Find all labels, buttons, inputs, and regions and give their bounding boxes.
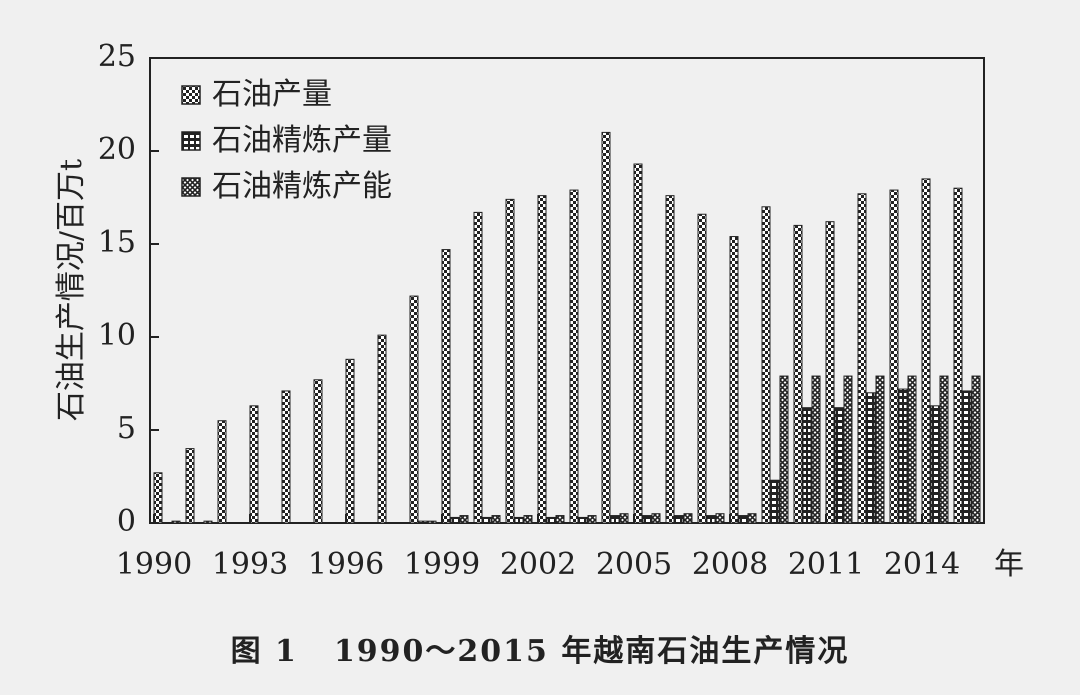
bar-1991-s0: [185, 448, 195, 524]
x-tick-label: 1996: [308, 547, 384, 582]
bar-2003-s0: [569, 189, 579, 524]
bar-2012-s2: [875, 375, 885, 524]
bar-2007-s2: [715, 513, 725, 524]
y-tick-label: 25: [98, 39, 136, 74]
y-tick-label: 15: [98, 225, 136, 260]
bar-2000-s0: [473, 211, 483, 524]
bar-2010-s0: [793, 224, 803, 524]
legend-swatch: [181, 131, 201, 151]
y-tick-label: 0: [117, 504, 136, 539]
bar-2011-s0: [825, 221, 835, 524]
legend-swatch: [181, 85, 201, 105]
bar-2002-s2: [555, 515, 565, 524]
x-tick-label: 2002: [500, 547, 576, 582]
bar-2005-s2: [651, 513, 661, 524]
bar-2003-s1: [578, 516, 588, 524]
bar-2006-s2: [683, 513, 693, 524]
bar-2005-s0: [633, 163, 643, 524]
bar-2010-s2: [811, 375, 821, 524]
legend-label: 石油精炼产量: [212, 123, 392, 158]
bar-1992-s0: [217, 420, 227, 524]
bar-2014-s2: [939, 375, 949, 524]
bar-2009-s2: [779, 375, 789, 524]
x-tick-label: 1993: [212, 547, 288, 582]
bar-2008-s2: [747, 513, 757, 524]
x-tick-label: 1990: [116, 547, 192, 582]
figure-caption-text: 1990～2015 年越南石油生产情况: [333, 634, 850, 669]
y-axis: 0 5 10 15 20 25: [98, 39, 159, 539]
x-axis-unit: 年: [994, 547, 1024, 582]
bar-2008-s0: [729, 236, 739, 524]
bar-2007-s0: [697, 213, 707, 524]
bar-2003-s2: [587, 515, 597, 524]
legend-swatch: [181, 177, 201, 197]
bar-2014-s1: [930, 405, 940, 524]
bar-2001-s2: [523, 515, 533, 524]
bar-1990-s0: [153, 472, 163, 524]
bar-2015-s1: [962, 390, 972, 524]
bar-2004-s0: [601, 131, 611, 524]
bar-2004-s2: [619, 513, 629, 524]
legend-label: 石油产量: [212, 77, 332, 112]
bar-2006-s1: [674, 515, 684, 524]
x-tick-label: 2005: [596, 547, 672, 582]
bar-2011-s1: [834, 407, 844, 524]
bar-1998-s2: [427, 520, 437, 524]
bar-2000-s2: [491, 515, 501, 524]
bar-2012-s0: [857, 193, 867, 524]
y-axis-label: 石油生产情况/百万t: [54, 159, 89, 421]
y-tick-label: 10: [98, 318, 136, 353]
bar-2002-s0: [537, 195, 547, 524]
bar-1998-s0: [409, 295, 419, 524]
bar-2002-s1: [546, 516, 556, 524]
bar-2011-s2: [843, 375, 853, 524]
bar-2015-s2: [971, 375, 981, 524]
legend-label: 石油精炼产能: [212, 169, 392, 204]
figure-number: 图 1: [230, 634, 298, 669]
bar-2013-s1: [898, 388, 908, 524]
y-tick-label: 20: [98, 132, 136, 167]
bar-2013-s0: [889, 189, 899, 524]
bar-1995-s0: [313, 379, 323, 524]
bar-2008-s1: [738, 515, 748, 524]
x-tick-label: 2014: [884, 547, 960, 582]
bars-layer: [153, 131, 981, 524]
figure-caption: 图 1 1990～2015 年越南石油生产情况: [0, 626, 1080, 670]
bar-1994-s0: [281, 390, 291, 524]
bar-2013-s2: [907, 375, 917, 524]
bar-1996-s0: [345, 358, 355, 524]
bar-2015-s0: [953, 187, 963, 524]
bar-1999-s1: [450, 516, 460, 524]
x-axis: 1990 1993 1996 1999 2002 2005 2008 2011 2014: [116, 514, 960, 582]
x-tick-label: 2008: [692, 547, 768, 582]
x-tick-label: 1999: [404, 547, 480, 582]
bar-2014-s0: [921, 178, 931, 524]
bar-2001-s0: [505, 198, 515, 524]
bar-1990-s2: [171, 520, 181, 524]
bar-2009-s0: [761, 206, 771, 524]
bar-2000-s1: [482, 516, 492, 524]
bar-2006-s0: [665, 195, 675, 524]
bar-2001-s1: [514, 516, 524, 524]
bar-2004-s1: [610, 515, 620, 524]
bar-1991-s2: [203, 520, 213, 524]
x-tick-label: 2011: [788, 547, 864, 582]
bar-2005-s1: [642, 515, 652, 524]
bar-1997-s0: [377, 334, 387, 524]
bar-1999-s2: [459, 515, 469, 524]
bar-2007-s1: [706, 515, 716, 524]
bar-2009-s1: [770, 479, 780, 524]
bar-2012-s1: [866, 392, 876, 524]
bar-2010-s1: [802, 407, 812, 524]
y-tick-label: 5: [117, 411, 136, 446]
plot-area: [149, 57, 985, 524]
bar-1998-s1: [418, 520, 428, 524]
bar-1999-s0: [441, 249, 451, 524]
bar-1993-s0: [249, 405, 259, 524]
